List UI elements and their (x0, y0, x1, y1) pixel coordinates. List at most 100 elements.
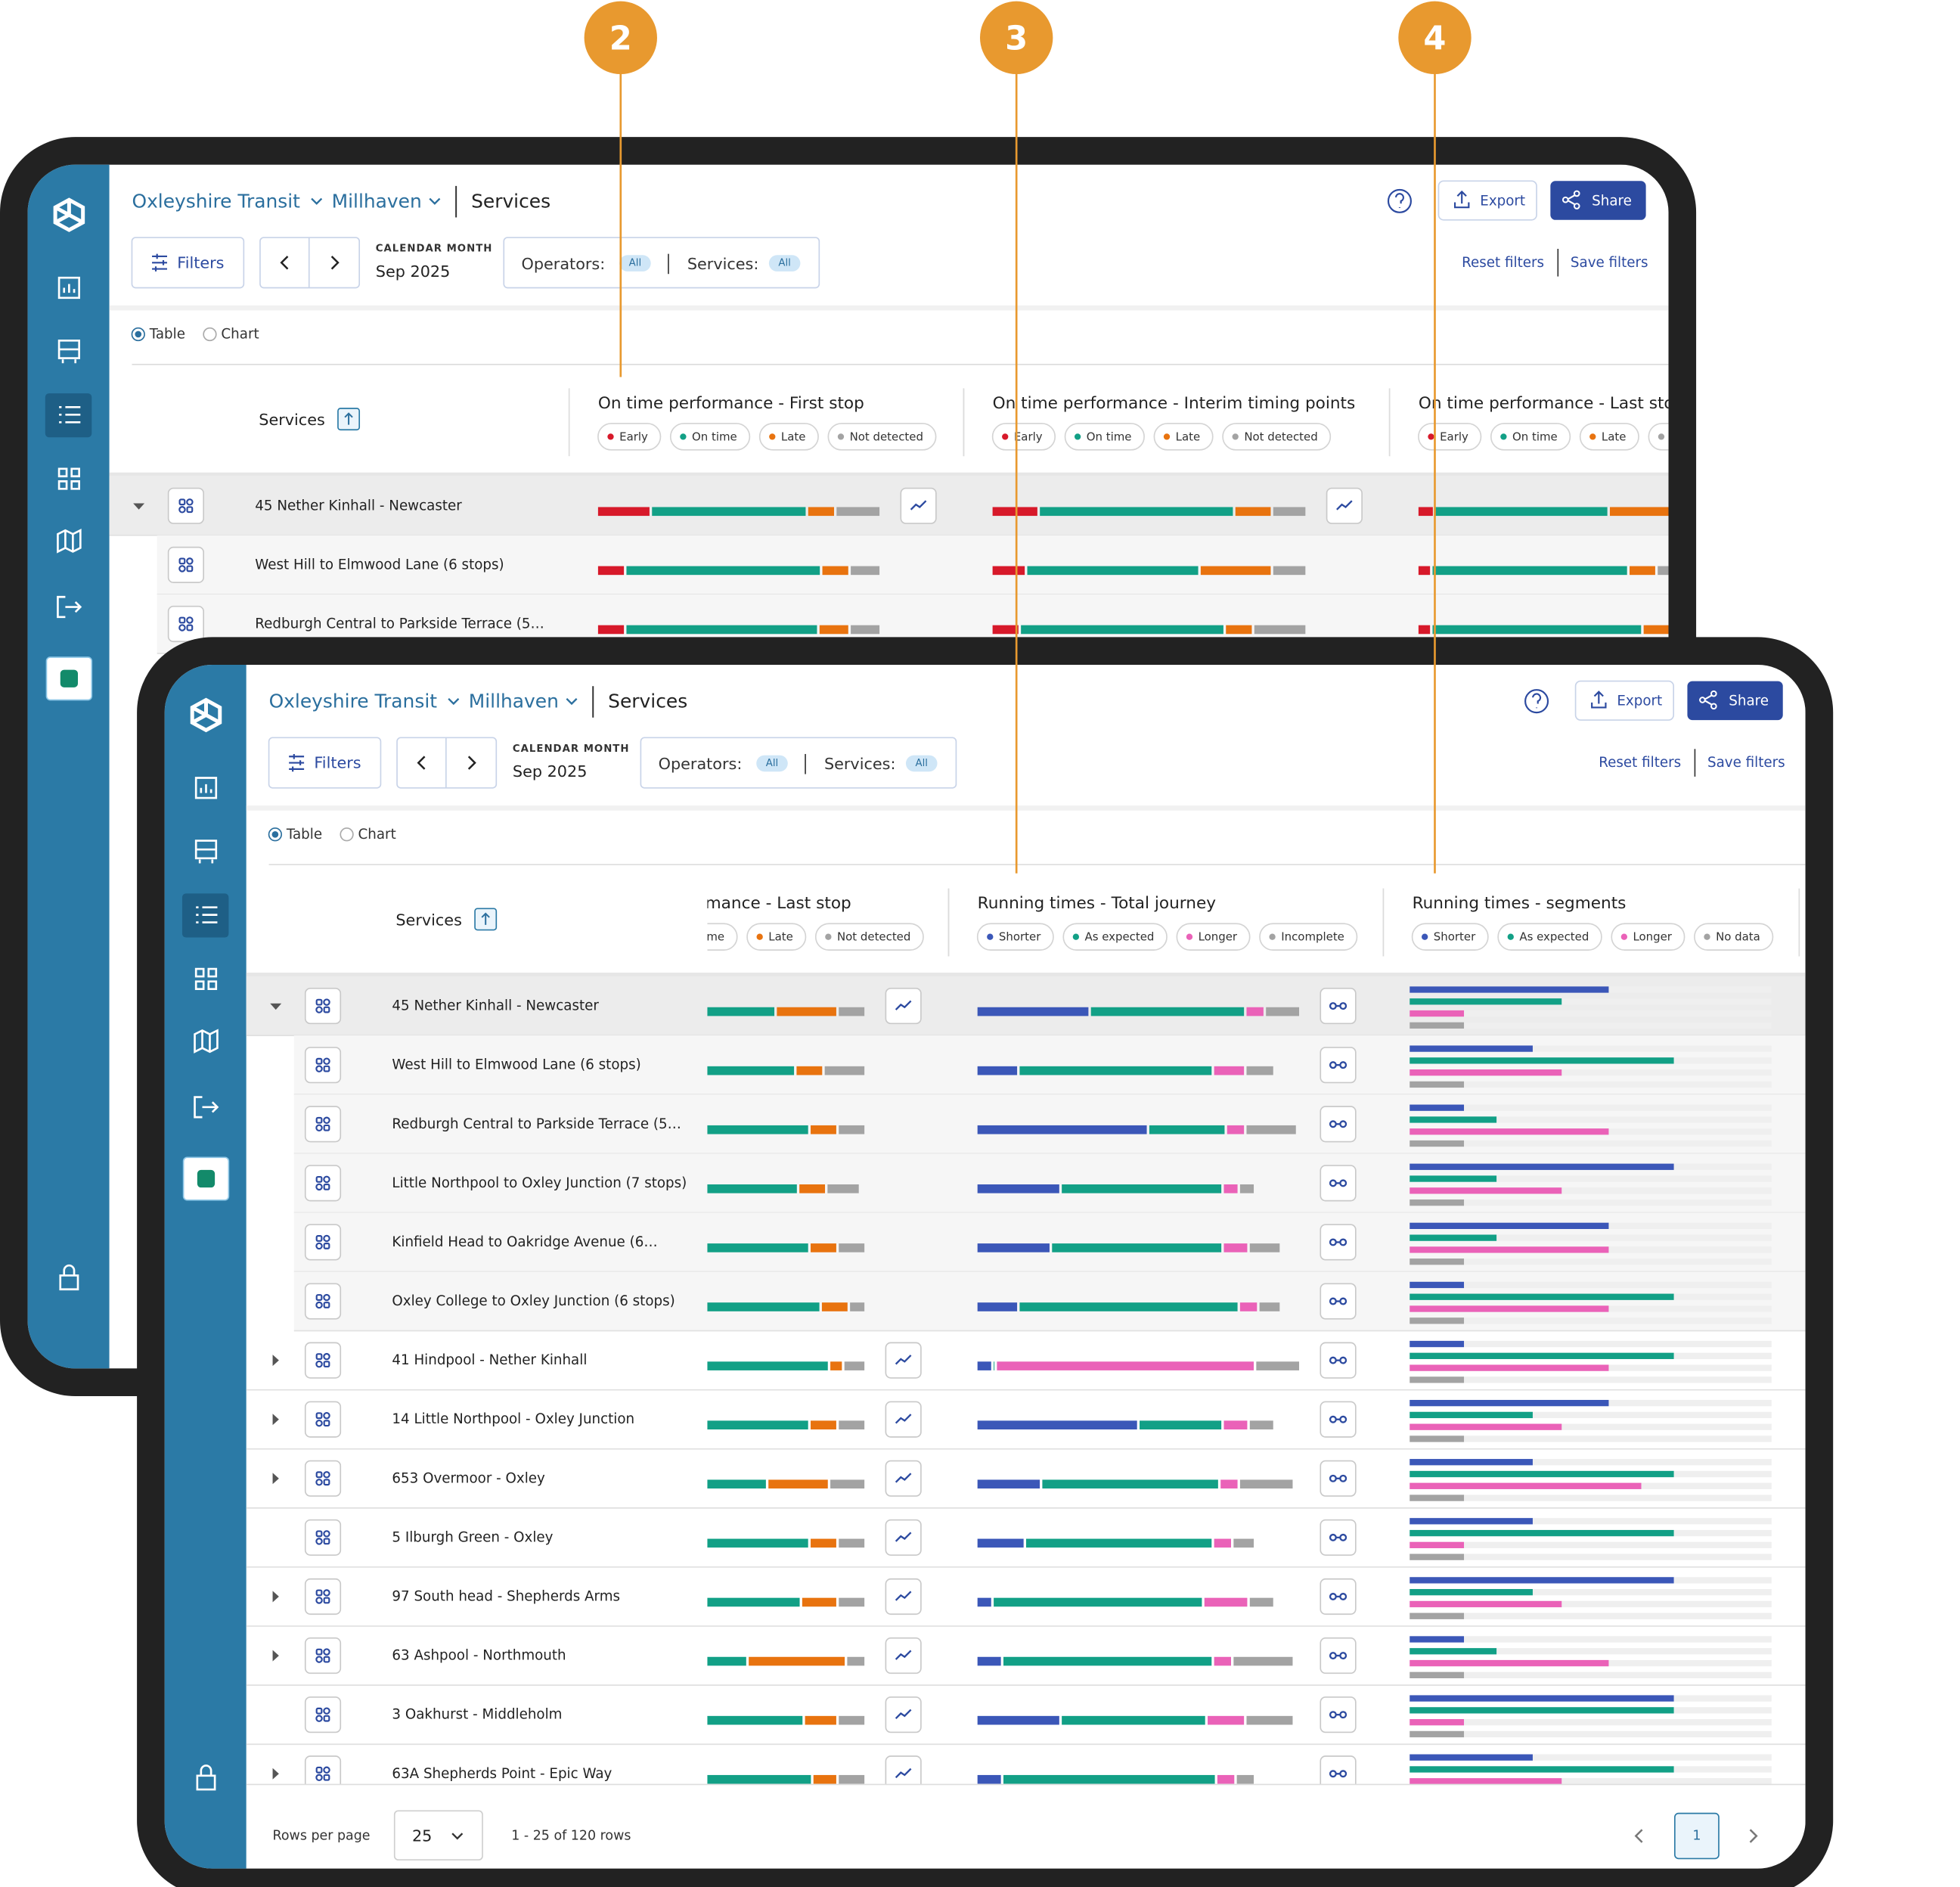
nav-services[interactable] (196, 906, 218, 923)
expander-closed[interactable] (272, 1355, 279, 1367)
legend-dot (1500, 433, 1507, 440)
view-radio[interactable]: Chart (203, 326, 259, 342)
link-button[interactable] (1320, 1578, 1357, 1615)
link-button[interactable] (1320, 1283, 1357, 1320)
bar-track (1410, 1423, 1772, 1430)
link-button[interactable] (1320, 987, 1357, 1025)
chart-button[interactable] (900, 487, 937, 524)
nav-vehicles[interactable] (57, 339, 81, 364)
expander-open[interactable] (133, 503, 145, 510)
reset-filters[interactable]: Reset filters (1599, 755, 1681, 771)
share-button[interactable]: Share (1687, 681, 1783, 721)
next-period[interactable] (467, 756, 476, 770)
service-button[interactable] (304, 1755, 342, 1792)
expander-closed[interactable] (272, 1768, 279, 1780)
service-button[interactable] (304, 1165, 342, 1202)
service-button[interactable] (304, 1519, 342, 1556)
nav-map[interactable] (194, 1029, 219, 1054)
service-button[interactable] (304, 1637, 342, 1674)
sort-button[interactable] (337, 408, 361, 431)
nav-map[interactable] (57, 529, 82, 554)
nav-vehicles[interactable] (194, 840, 218, 864)
expander-open[interactable] (270, 1003, 282, 1010)
help-button[interactable] (1387, 188, 1412, 213)
link-button[interactable] (1320, 1165, 1357, 1202)
view-radio[interactable]: Table (131, 326, 185, 342)
chart-button[interactable] (885, 1460, 922, 1497)
services-label: Services: (687, 255, 759, 273)
service-button[interactable] (304, 1106, 342, 1143)
service-button[interactable] (304, 1578, 342, 1615)
expander-closed[interactable] (272, 1650, 279, 1662)
service-button[interactable] (304, 1460, 342, 1497)
nav-tile-icon (197, 1169, 216, 1188)
chart-button[interactable] (885, 1342, 922, 1379)
service-button[interactable] (304, 1047, 342, 1084)
service-button[interactable] (304, 1224, 342, 1261)
rows-per-page-select[interactable]: 25 (393, 1810, 483, 1861)
share-button[interactable]: Share (1550, 181, 1646, 220)
chart-button[interactable] (1326, 487, 1363, 524)
export-label: Export (1480, 193, 1525, 209)
view-radio[interactable]: Chart (340, 827, 396, 843)
filters-button[interactable]: Filters (131, 237, 245, 289)
export-button[interactable]: Export (1574, 680, 1674, 721)
link-button[interactable] (1320, 1637, 1357, 1674)
link-button[interactable] (1320, 1047, 1357, 1084)
page-button[interactable]: 1 (1674, 1812, 1720, 1860)
logo (190, 697, 222, 733)
nav-apps[interactable] (57, 467, 81, 490)
expander-closed[interactable] (272, 1591, 279, 1603)
sort-button[interactable] (474, 908, 498, 931)
chart-button[interactable] (885, 1519, 922, 1556)
view-radio[interactable]: Table (268, 827, 322, 843)
link-button[interactable] (1320, 1106, 1357, 1143)
link-button[interactable] (1320, 1224, 1357, 1261)
legend-label: As expected (1084, 930, 1154, 944)
expander-closed[interactable] (272, 1414, 279, 1426)
prev-period[interactable] (417, 756, 426, 770)
bar-track (1410, 1376, 1772, 1383)
service-button[interactable] (304, 987, 342, 1025)
help-button[interactable] (1524, 689, 1549, 714)
link-button[interactable] (1320, 1696, 1357, 1733)
link-button[interactable] (1320, 1755, 1357, 1792)
chart-button[interactable] (885, 1637, 922, 1674)
service-button[interactable] (167, 605, 205, 643)
chart-button[interactable] (885, 1401, 922, 1438)
nav-services[interactable] (59, 406, 81, 424)
chart-button[interactable] (885, 987, 922, 1025)
save-filters[interactable]: Save filters (1571, 255, 1648, 271)
next-period[interactable] (330, 256, 340, 270)
nav-apps[interactable] (194, 967, 218, 990)
nav-lock[interactable] (59, 1264, 79, 1291)
service-button[interactable] (167, 546, 205, 583)
service-button[interactable] (304, 1283, 342, 1320)
link-button[interactable] (1320, 1519, 1357, 1556)
chart-button[interactable] (885, 1755, 922, 1792)
nav-lock[interactable] (196, 1764, 216, 1791)
expander-closed[interactable] (272, 1473, 279, 1485)
prev-page[interactable] (1634, 1829, 1643, 1843)
next-page[interactable] (1749, 1829, 1758, 1843)
bar-track (1410, 1778, 1772, 1785)
nav-reports[interactable] (57, 276, 81, 299)
save-filters[interactable]: Save filters (1707, 755, 1785, 771)
chart-button[interactable] (885, 1578, 922, 1615)
link-button[interactable] (1320, 1401, 1357, 1438)
service-button[interactable] (304, 1401, 342, 1438)
filters-button[interactable]: Filters (268, 737, 382, 789)
link-button[interactable] (1320, 1460, 1357, 1497)
nav-logout[interactable] (57, 595, 82, 619)
nav-reports[interactable] (194, 777, 218, 799)
export-button[interactable]: Export (1437, 180, 1537, 221)
service-button[interactable] (304, 1696, 342, 1733)
reset-filters[interactable]: Reset filters (1462, 255, 1544, 271)
nav-logout[interactable] (194, 1096, 219, 1119)
chart-button[interactable] (885, 1696, 922, 1733)
service-button[interactable] (167, 487, 205, 524)
services-column-header: Services (395, 911, 462, 929)
prev-period[interactable] (280, 256, 289, 270)
link-button[interactable] (1320, 1342, 1357, 1379)
service-button[interactable] (304, 1342, 342, 1379)
